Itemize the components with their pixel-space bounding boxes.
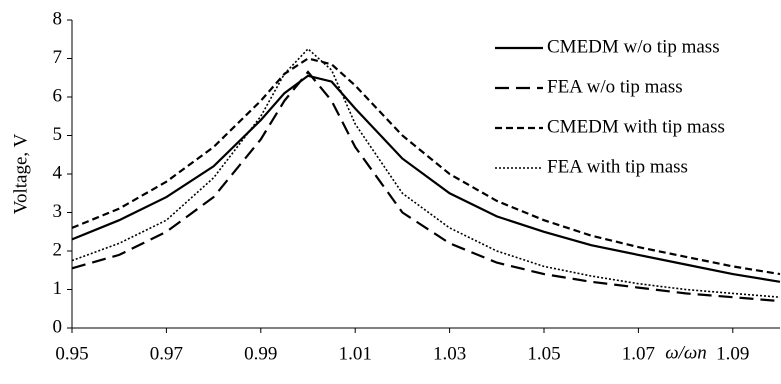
- x-tick-label: 1.09: [716, 343, 749, 364]
- x-tick-label: 0.97: [150, 343, 183, 364]
- y-tick-label: 1: [53, 278, 63, 299]
- y-tick-label: 5: [53, 124, 63, 145]
- series-line: [71, 57, 781, 276]
- series-line: [71, 74, 781, 283]
- legend-label: FEA with tip mass: [547, 156, 688, 177]
- series-line: [71, 70, 781, 303]
- y-tick-label: 8: [53, 8, 63, 29]
- y-axis-label: Voltage, V: [10, 133, 31, 214]
- x-tick-label: 1.01: [339, 343, 372, 364]
- legend-label: CMEDM with tip mass: [547, 116, 725, 137]
- y-tick-label: 3: [53, 201, 63, 222]
- series-line: [71, 47, 781, 298]
- y-tick-label: 6: [53, 85, 63, 106]
- legend-label: CMEDM w/o tip mass: [547, 36, 720, 57]
- legend-label: FEA w/o tip mass: [547, 76, 683, 97]
- x-axis-label: ω/ωn: [665, 342, 707, 363]
- x-tick-label: 0.99: [244, 343, 277, 364]
- y-tick-label: 4: [53, 162, 63, 183]
- x-tick-label: 1.03: [433, 343, 466, 364]
- y-tick-label: 0: [53, 316, 63, 337]
- x-tick-label: 1.05: [527, 343, 560, 364]
- x-tick-label: 0.95: [55, 343, 88, 364]
- y-tick-label: 2: [53, 239, 63, 260]
- x-tick-label: 1.07: [622, 343, 655, 364]
- y-tick-label: 7: [53, 47, 63, 68]
